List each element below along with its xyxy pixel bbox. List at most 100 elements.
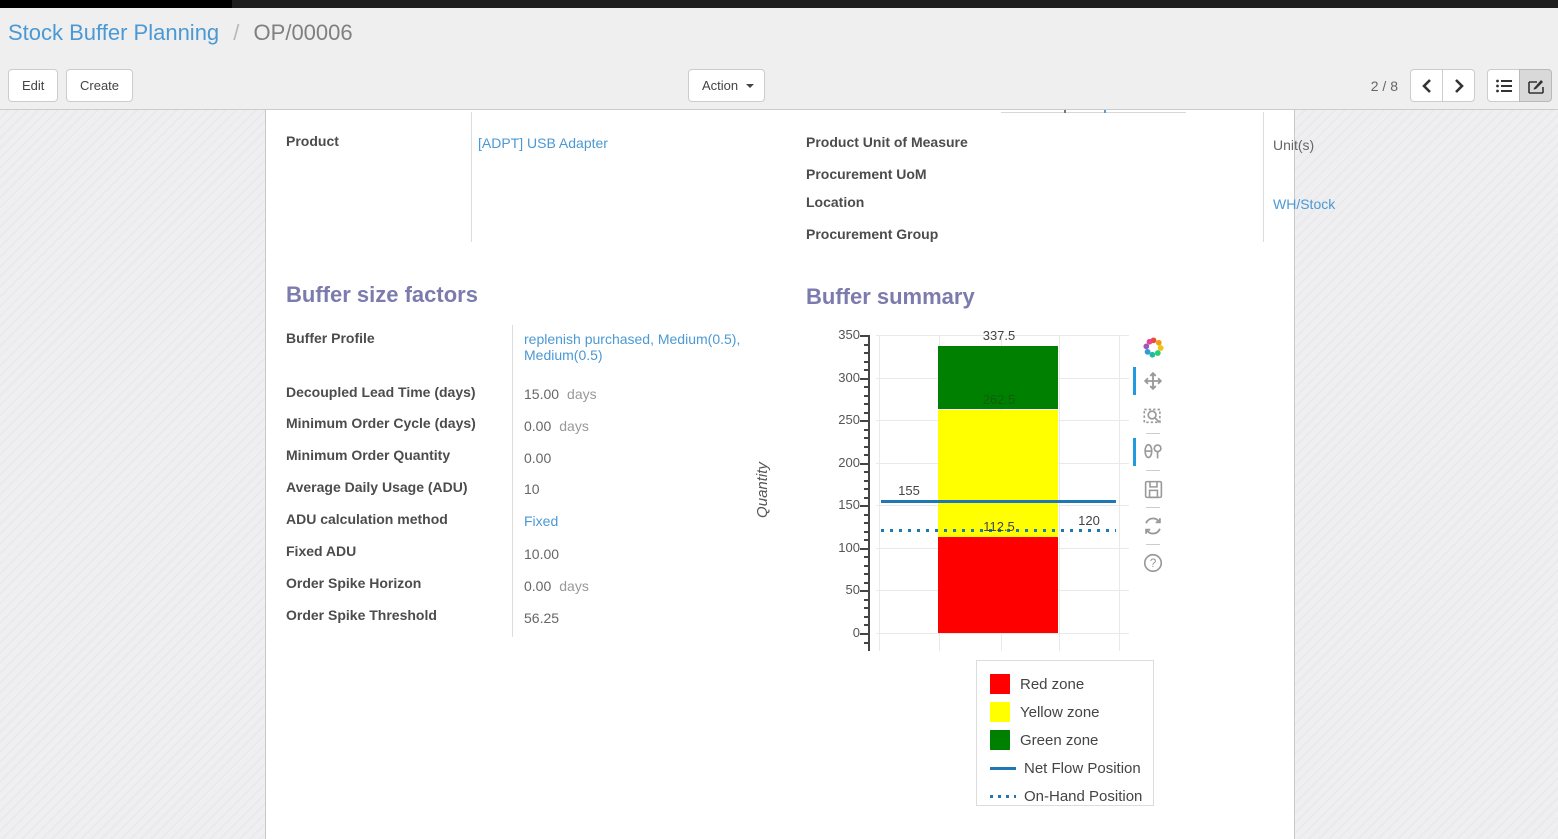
chart-annotation: 120 [1078, 512, 1100, 528]
section-title-buffer-summary: Buffer summary [806, 284, 975, 309]
y-tick [864, 369, 868, 372]
field-group-left: Product [ADPT] USB Adapter [286, 112, 746, 242]
breadcrumb-record: OP/00006 [253, 20, 353, 45]
y-tick [864, 615, 868, 618]
legend-item[interactable]: Yellow zone [977, 698, 1153, 726]
edit-button[interactable]: Edit [8, 69, 59, 102]
field-unit: days [567, 386, 597, 402]
field-label-procurement-group: Procurement Group [806, 226, 939, 242]
chart-modebar: ? [1133, 330, 1170, 580]
y-tick [864, 513, 868, 516]
action-dropdown-button[interactable]: Action [688, 69, 766, 102]
legend-label: Net Flow Position [1024, 759, 1141, 777]
gridline [1119, 335, 1120, 651]
save-icon[interactable] [1136, 472, 1170, 506]
legend-item[interactable]: Net Flow Position [977, 754, 1153, 782]
y-tick [860, 590, 868, 593]
y-tick [864, 530, 868, 533]
y-tick [864, 581, 868, 584]
field-value-min-order-cycle: 0.00 days [524, 418, 589, 434]
create-button[interactable]: Create [66, 69, 134, 102]
y-tick [864, 360, 868, 363]
chart-legend: Red zone Yellow zone Green zone Net Flow Po… [976, 660, 1154, 806]
y-tick [864, 539, 868, 542]
legend-swatch [990, 766, 1016, 770]
red-zone-bar [938, 537, 1058, 633]
hover-compare-icon[interactable] [1133, 435, 1170, 469]
legend-swatch [990, 794, 1016, 798]
legend-item[interactable]: Green zone [977, 726, 1153, 754]
y-tick [864, 641, 868, 644]
y-tick [864, 454, 868, 457]
top-menubar-left-segment [0, 0, 232, 8]
modebar-divider [1146, 544, 1160, 545]
y-tick [864, 556, 868, 559]
reset-axes-icon[interactable] [1136, 509, 1170, 543]
legend-label: On-Hand Position [1024, 787, 1143, 805]
gridline [876, 335, 1129, 336]
on-hand-position-line [881, 529, 1116, 533]
field-value-location[interactable]: WH/Stock [1273, 196, 1336, 212]
y-tick [864, 394, 868, 397]
y-tick [864, 573, 868, 576]
pan-icon[interactable] [1133, 364, 1170, 398]
y-tick [864, 496, 868, 499]
y-tick [864, 428, 868, 431]
control-panel: Stock Buffer Planning / OP/00006 Edit Cr… [0, 8, 1558, 110]
y-tick [860, 377, 868, 380]
field-label-location: Location [806, 194, 865, 210]
modebar-divider [1146, 433, 1160, 434]
y-tick [864, 598, 868, 601]
modebar-divider [1146, 470, 1160, 471]
y-tick [864, 343, 868, 346]
form-view-button[interactable] [1519, 69, 1552, 102]
field-label-adu-method: ADU calculation method [286, 511, 448, 527]
chart-annotation: 155 [898, 483, 920, 499]
field-number: 0.00 [524, 418, 552, 434]
list-view-button[interactable] [1487, 69, 1520, 102]
field-label-adu: Average Daily Usage (ADU) [286, 479, 468, 495]
y-axis-title: Quantity [754, 462, 771, 518]
y-tick [860, 633, 868, 635]
legend-item[interactable]: Red zone [977, 670, 1153, 698]
field-label-decoupled-lead-time: Decoupled Lead Time (days) [286, 384, 476, 400]
pager-value[interactable]: 2 / 8 [1370, 78, 1398, 94]
box-zoom-icon[interactable] [1136, 398, 1170, 432]
chart-annotation: 262.5 [982, 391, 1016, 407]
y-tick-label: 0 [852, 625, 860, 640]
field-separator [471, 112, 472, 242]
y-tick-label: 350 [838, 327, 860, 342]
field-value-order-spike-threshold: 56.25 [524, 610, 560, 626]
y-tick [864, 479, 868, 482]
pager-buttons [1410, 69, 1475, 102]
plotly-logo-icon[interactable] [1136, 330, 1170, 364]
field-group-right: Product Unit of Measure Unit(s) Procurem… [806, 112, 1335, 242]
field-value-min-order-quantity: 0.00 [524, 450, 552, 466]
breadcrumb-link[interactable]: Stock Buffer Planning [8, 20, 220, 45]
plot-area: 337.5 262.5 155 112.5 120 [876, 328, 1129, 651]
field-value-product[interactable]: [ADPT] USB Adapter [478, 135, 608, 151]
field-group-buffer-factors: Buffer Profile replenish purchased, Medi… [286, 325, 786, 637]
help-icon[interactable]: ? [1136, 546, 1170, 580]
y-tick-label: 150 [838, 497, 860, 513]
y-axis [868, 335, 870, 651]
field-value-adu: 10 [524, 481, 540, 497]
legend-item[interactable]: On-Hand Position [977, 782, 1153, 810]
y-tick [864, 564, 868, 567]
field-value-buffer-profile[interactable]: replenish purchased, Medium(0.5), Medium… [524, 331, 741, 363]
field-separator [512, 325, 513, 637]
pager-previous-button[interactable] [1410, 69, 1443, 102]
pager-next-button[interactable] [1442, 69, 1475, 102]
field-value-adu-method[interactable]: Fixed [524, 513, 559, 529]
field-label-product: Product [286, 133, 339, 149]
y-tick-label: 250 [838, 412, 860, 428]
field-value-fixed-adu: 10.00 [524, 546, 560, 562]
breadcrumb-separator: / [233, 20, 240, 45]
y-tick-label: 100 [838, 539, 860, 555]
y-tick [864, 445, 868, 448]
field-unit: days [559, 418, 589, 434]
y-tick [864, 607, 868, 610]
action-label: Action [702, 78, 739, 93]
y-tick-label: 300 [838, 369, 860, 385]
clipped-row-fragment [1104, 110, 1106, 113]
